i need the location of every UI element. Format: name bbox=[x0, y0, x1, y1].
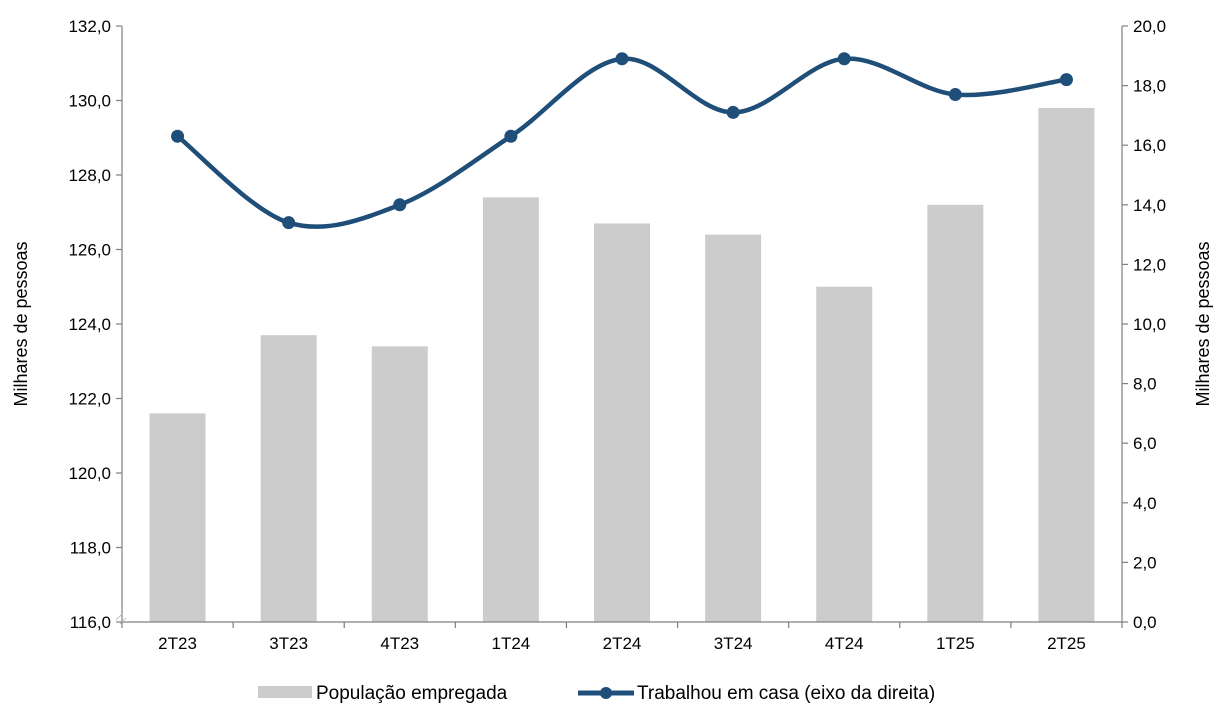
axes-layer bbox=[115, 25, 1128, 628]
y-left-tick-label: 132,0 bbox=[68, 17, 111, 36]
bar-2T24 bbox=[594, 223, 650, 623]
axis-break-mark bbox=[115, 613, 127, 625]
series-line-trabalhou-em-casa bbox=[176, 56, 1067, 229]
y-left-tick-label: 130,0 bbox=[68, 92, 111, 111]
line-point-1T24 bbox=[504, 129, 518, 143]
y-right-tick-label: 8,0 bbox=[1133, 375, 1157, 394]
ticks-layer: 116,0 118,0 120,0 122,0 124,0 126,0 128,0 130,0… bbox=[68, 17, 1166, 653]
legend: População empregada Trabalhou em casa (e… bbox=[258, 683, 935, 704]
bar-3T24 bbox=[705, 234, 762, 622]
bars-layer bbox=[149, 107, 1095, 623]
y-left-tick-label: 122,0 bbox=[68, 390, 111, 409]
line-point-4T24 bbox=[837, 52, 851, 66]
bar-1T24 bbox=[482, 197, 539, 622]
y-right-tick-label: 4,0 bbox=[1133, 494, 1157, 513]
bar-1T25 bbox=[927, 204, 984, 623]
y-right-tick-label: 0,0 bbox=[1133, 613, 1157, 632]
x-tick-label-3T24: 3T24 bbox=[714, 634, 753, 653]
y-right-tick-label: 18,0 bbox=[1133, 77, 1166, 96]
line-point-2T24 bbox=[615, 52, 629, 66]
legend-line-marker bbox=[600, 687, 612, 699]
y-left-tick-label: 126,0 bbox=[68, 241, 111, 260]
bar-4T24 bbox=[816, 286, 873, 622]
y-right-tick-label: 10,0 bbox=[1133, 315, 1166, 334]
line-point-4T23 bbox=[393, 198, 407, 212]
bar-4T23 bbox=[371, 346, 428, 622]
legend-line-label: Trabalhou em casa (eixo da direita) bbox=[637, 683, 935, 704]
bar-2T23 bbox=[149, 413, 206, 622]
y-right-tick-label: 12,0 bbox=[1133, 255, 1166, 274]
y-right-tick-label: 20,0 bbox=[1133, 17, 1166, 36]
y-left-tick-label: 128,0 bbox=[68, 166, 111, 185]
bar-2T25 bbox=[1038, 107, 1095, 622]
y-axis-right-title: Milhares de pessoas bbox=[1193, 241, 1213, 406]
line-point-3T24 bbox=[726, 105, 740, 119]
x-tick-label-1T25: 1T25 bbox=[936, 634, 975, 653]
line-point-3T23 bbox=[282, 216, 296, 230]
legend-bar-swatch bbox=[258, 686, 312, 698]
bar-3T23 bbox=[260, 335, 317, 622]
y-right-tick-label: 16,0 bbox=[1133, 136, 1166, 155]
y-right-tick-label: 2,0 bbox=[1133, 553, 1157, 572]
y-axis-left-title: Milhares de pessoas bbox=[11, 241, 31, 406]
line-point-2T23 bbox=[171, 129, 185, 143]
y-left-tick-label: 120,0 bbox=[68, 464, 111, 483]
y-right-tick-label: 14,0 bbox=[1133, 196, 1166, 215]
line-point-1T25 bbox=[948, 88, 962, 102]
y-left-tick-label: 118,0 bbox=[70, 539, 111, 558]
legend-bar-label: População empregada bbox=[316, 683, 508, 704]
y-left-tick-label: 116,0 bbox=[70, 613, 111, 632]
x-tick-label-3T23: 3T23 bbox=[269, 634, 308, 653]
x-tick-label-1T24: 1T24 bbox=[492, 634, 531, 653]
x-tick-label-2T23: 2T23 bbox=[158, 634, 197, 653]
line-layer bbox=[171, 52, 1073, 230]
y-left-tick-label: 124,0 bbox=[68, 315, 111, 334]
x-tick-label-4T23: 4T23 bbox=[380, 634, 419, 653]
x-tick-label-2T25: 2T25 bbox=[1047, 634, 1086, 653]
x-tick-label-2T24: 2T24 bbox=[603, 634, 642, 653]
y-right-tick-label: 6,0 bbox=[1133, 434, 1157, 453]
x-tick-label-4T24: 4T24 bbox=[825, 634, 864, 653]
line-point-2T25 bbox=[1059, 73, 1073, 87]
